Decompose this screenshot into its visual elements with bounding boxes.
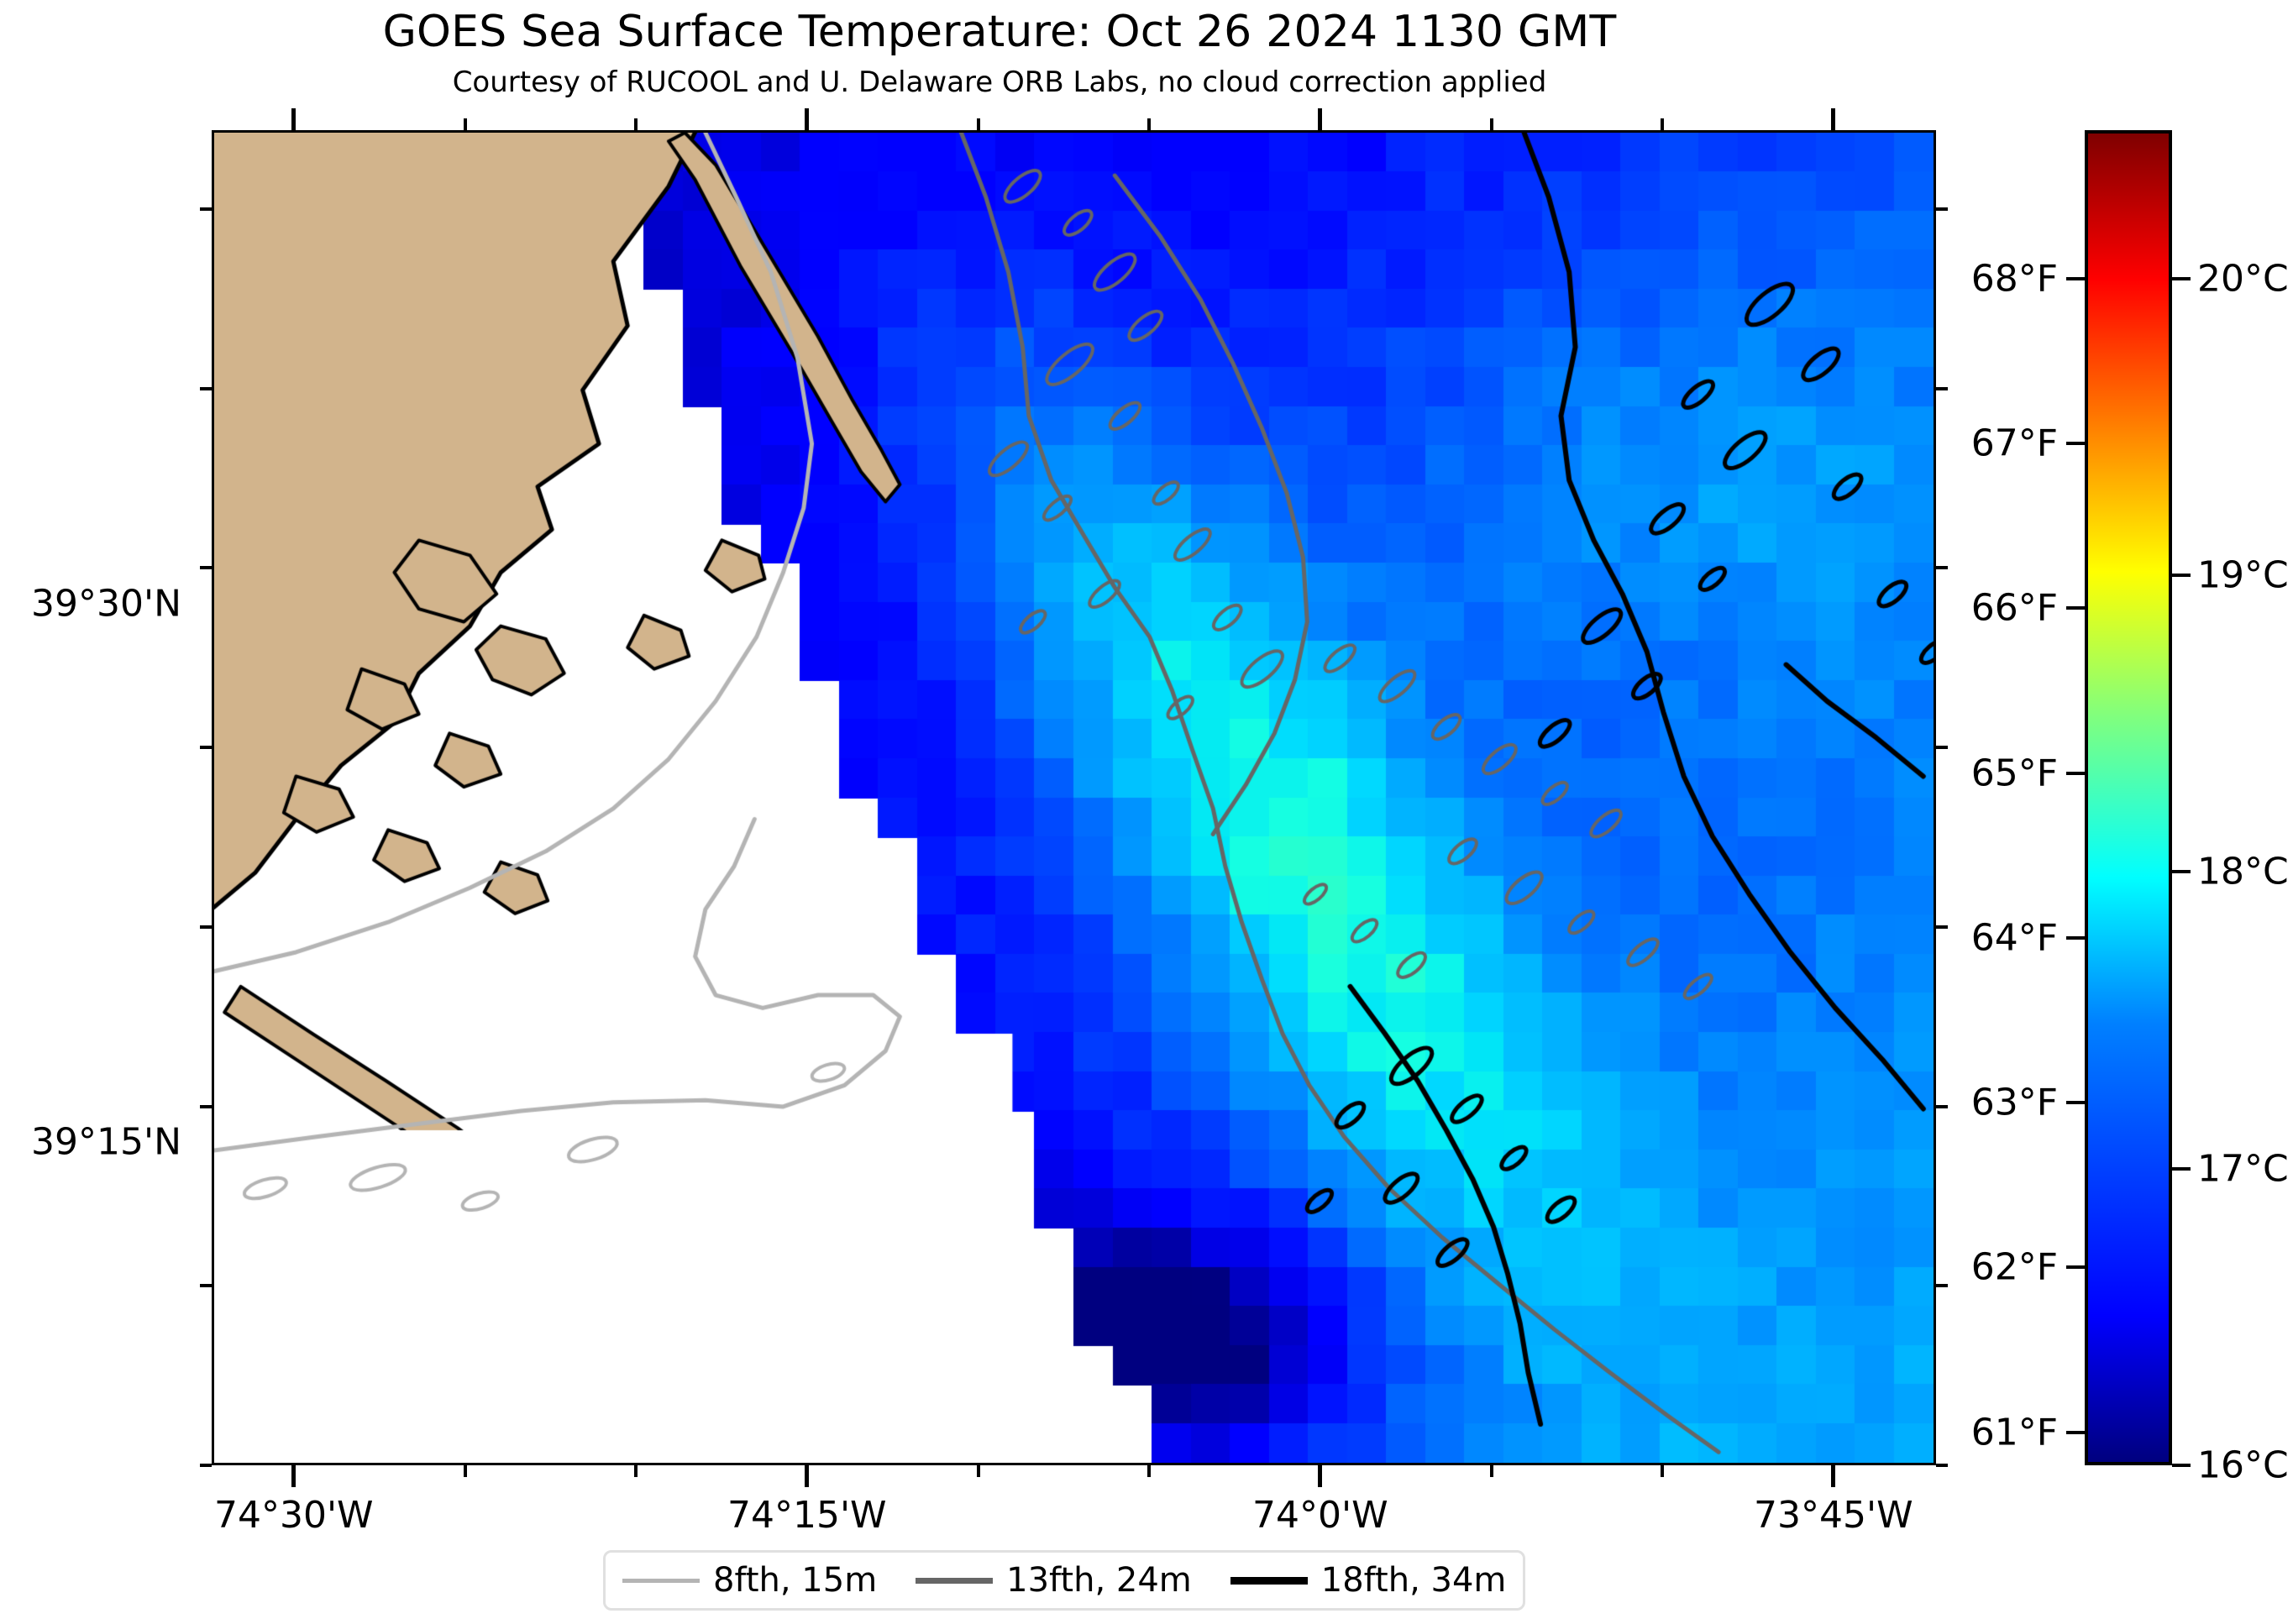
colorbar[interactable] — [2085, 130, 2172, 1465]
colorbar-tick-f — [2066, 606, 2085, 610]
legend-item-label: 13fth, 24m — [1006, 1561, 1192, 1600]
colorbar-label-celsius: 19°C — [2197, 553, 2289, 597]
colorbar-tick-c — [2172, 870, 2191, 874]
x-major-tick — [805, 1465, 810, 1487]
y-minor-tick — [1936, 746, 1948, 750]
colorbar-tick-f — [2066, 935, 2085, 940]
y-minor-tick — [1936, 1464, 1948, 1467]
x-axis-label: 74°15'W — [727, 1494, 887, 1537]
x-axis-label: 74°30'W — [213, 1494, 374, 1537]
colorbar-tick-f — [2066, 1265, 2085, 1270]
legend-line-icon — [622, 1578, 700, 1583]
colorbar-tick-c — [2172, 1464, 2191, 1467]
colorbar-label-fahrenheit: 65°F — [1970, 752, 2058, 795]
colorbar-tick-f — [2066, 276, 2085, 280]
y-minor-tick — [200, 746, 212, 750]
colorbar-label-fahrenheit: 62°F — [1970, 1245, 2058, 1289]
y-axis-label: 39°15'N — [31, 1120, 181, 1164]
y-minor-tick — [1936, 207, 1948, 212]
sst-map[interactable] — [212, 130, 1936, 1465]
legend-line-icon — [1230, 1576, 1308, 1585]
x-minor-tick — [1147, 118, 1152, 130]
sst-raster — [214, 133, 1934, 1463]
y-minor-tick — [1936, 1104, 1948, 1108]
x-major-tick — [291, 108, 296, 130]
colorbar-label-fahrenheit: 61°F — [1970, 1411, 2058, 1454]
x-minor-tick — [1147, 1465, 1152, 1477]
y-minor-tick — [200, 1104, 212, 1108]
page-title: GOES Sea Surface Temperature: Oct 26 202… — [382, 7, 1617, 57]
x-major-tick — [1831, 1465, 1836, 1487]
colorbar-label-celsius: 20°C — [2197, 257, 2289, 301]
x-axis-label: 73°45'W — [1754, 1494, 1913, 1537]
legend-line-icon — [916, 1577, 994, 1584]
colorbar-tick-c — [2172, 276, 2191, 280]
x-minor-tick — [634, 1465, 638, 1477]
y-minor-tick — [1936, 1284, 1948, 1288]
y-minor-tick — [200, 925, 212, 929]
x-minor-tick — [634, 118, 638, 130]
y-minor-tick — [200, 386, 212, 390]
bathymetry-legend[interactable]: 8fth, 15m 13fth, 24m 18fth, 34m — [603, 1550, 1526, 1611]
colorbar-label-fahrenheit: 68°F — [1970, 257, 2058, 301]
legend-item-label: 18fth, 34m — [1320, 1561, 1507, 1600]
x-major-tick — [291, 1465, 296, 1487]
colorbar-tick-f — [2066, 1430, 2085, 1434]
y-minor-tick — [1936, 386, 1948, 390]
colorbar-tick-f — [2066, 771, 2085, 775]
x-minor-tick — [976, 1465, 980, 1477]
y-minor-tick — [1936, 566, 1948, 570]
x-major-tick — [1318, 108, 1323, 130]
legend-item-0[interactable]: 8fth, 15m — [622, 1561, 877, 1600]
colorbar-label-fahrenheit: 64°F — [1970, 916, 2058, 960]
y-axis-label: 39°30'N — [31, 582, 181, 626]
colorbar-tick-f — [2066, 1101, 2085, 1105]
colorbar-label-celsius: 18°C — [2197, 850, 2289, 893]
colorbar-label-fahrenheit: 66°F — [1970, 586, 2058, 630]
colorbar-label-celsius: 16°C — [2197, 1443, 2289, 1487]
x-major-tick — [1831, 108, 1836, 130]
colorbar-tick-f — [2066, 441, 2085, 445]
legend-item-2[interactable]: 18fth, 34m — [1230, 1561, 1507, 1600]
x-minor-tick — [463, 118, 467, 130]
y-minor-tick — [200, 207, 212, 212]
y-minor-tick — [200, 1284, 212, 1288]
x-minor-tick — [1661, 1465, 1665, 1477]
colorbar-label-fahrenheit: 67°F — [1970, 422, 2058, 465]
page-subtitle: Courtesy of RUCOOL and U. Delaware ORB L… — [452, 65, 1547, 99]
x-major-tick — [1318, 1465, 1323, 1487]
colorbar-tick-c — [2172, 1166, 2191, 1171]
x-minor-tick — [976, 118, 980, 130]
legend-item-1[interactable]: 13fth, 24m — [916, 1561, 1192, 1600]
colorbar-gradient — [2085, 130, 2172, 1465]
x-minor-tick — [1489, 118, 1493, 130]
colorbar-tick-c — [2172, 574, 2191, 577]
x-minor-tick — [1661, 118, 1665, 130]
x-axis-label: 74°0'W — [1251, 1494, 1388, 1537]
x-minor-tick — [463, 1465, 467, 1477]
y-minor-tick — [200, 566, 212, 570]
x-major-tick — [805, 108, 810, 130]
colorbar-label-fahrenheit: 63°F — [1970, 1081, 2058, 1124]
x-minor-tick — [1489, 1465, 1493, 1477]
y-minor-tick — [1936, 925, 1948, 929]
colorbar-label-celsius: 17°C — [2197, 1147, 2289, 1191]
legend-item-label: 8fth, 15m — [713, 1561, 878, 1600]
y-minor-tick — [200, 1464, 212, 1467]
